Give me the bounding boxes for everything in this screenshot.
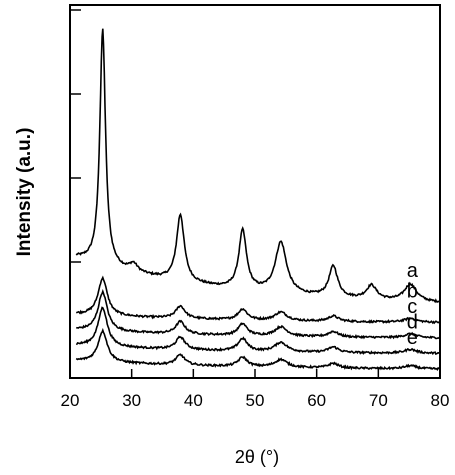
x-axis-ticks: 20 30 40 50 60 70 80 — [61, 369, 450, 410]
x-tick-label: 60 — [307, 391, 326, 410]
series-line-c — [75, 288, 441, 340]
series-label-d: d — [407, 311, 418, 333]
x-tick-label: 50 — [246, 391, 265, 410]
x-tick-label: 30 — [122, 391, 141, 410]
y-axis-title: Intensity (a.u.) — [14, 128, 35, 257]
x-tick-label: 40 — [184, 391, 203, 410]
series-line-a — [75, 28, 441, 304]
y-axis-ticks — [70, 9, 81, 263]
x-axis-title: 2θ (°) — [235, 447, 279, 467]
series-label-c: c — [407, 296, 417, 318]
series-lines — [75, 28, 441, 371]
series-line-e — [75, 327, 441, 371]
series-line-b — [75, 275, 441, 325]
x-tick-label: 70 — [369, 391, 388, 410]
series-label-b: b — [407, 280, 418, 302]
x-tick-label: 80 — [431, 391, 450, 410]
series-line-d — [75, 306, 440, 356]
x-tick-label: 20 — [61, 391, 80, 410]
series-label-a: a — [407, 260, 419, 282]
series-label-e: e — [407, 327, 418, 349]
